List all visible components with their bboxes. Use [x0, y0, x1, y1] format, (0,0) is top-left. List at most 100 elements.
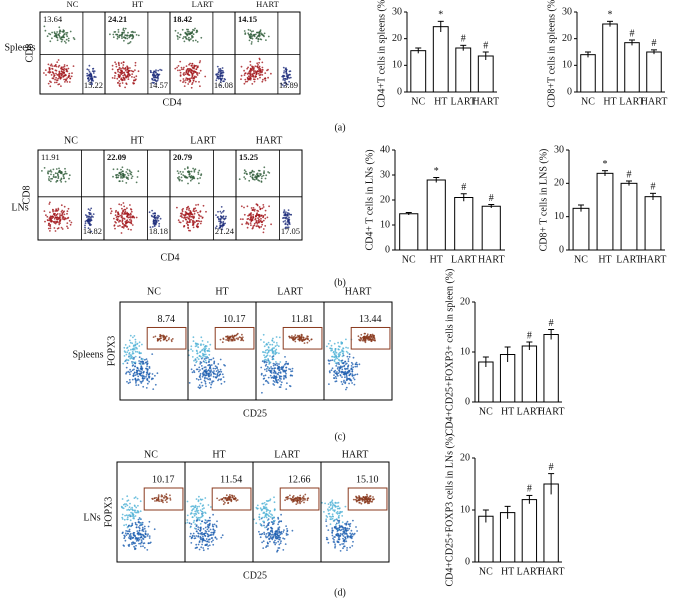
cell-dot — [278, 352, 280, 354]
quadrant-value: 21.24 — [215, 226, 235, 236]
cell-dot — [266, 70, 268, 72]
cell-dot — [284, 356, 286, 358]
cell-dot — [373, 498, 375, 500]
cell-dot — [340, 375, 342, 377]
cell-dot — [222, 341, 224, 343]
cell-dot — [192, 350, 194, 352]
cell-dot — [190, 345, 192, 347]
cell-dot — [126, 65, 128, 67]
cell-dot — [179, 221, 181, 223]
cell-dot — [128, 214, 130, 216]
cell-dot — [133, 375, 135, 377]
cell-dot — [117, 168, 119, 170]
cell-dot — [61, 77, 63, 79]
cell-dot — [135, 341, 137, 343]
cell-dot — [193, 360, 195, 362]
cell-dot — [335, 372, 337, 374]
cell-dot — [330, 518, 332, 520]
cell-dot — [133, 369, 135, 371]
cell-dot — [113, 218, 115, 220]
cell-dot — [261, 176, 263, 178]
cell-dot — [190, 32, 192, 34]
cell-dot — [127, 527, 129, 529]
significance-mark: # — [549, 462, 554, 473]
cell-dot — [351, 365, 353, 367]
cell-dot — [280, 376, 282, 378]
cell-dot — [219, 211, 221, 213]
cell-dot — [126, 221, 128, 223]
cell-dot — [212, 514, 214, 516]
cell-dot — [134, 335, 136, 337]
cell-dot — [213, 357, 215, 359]
cell-dot — [190, 71, 192, 73]
cell-dot — [188, 37, 190, 39]
cell-dot — [146, 365, 148, 367]
cell-dot — [135, 65, 137, 67]
cell-dot — [132, 541, 134, 543]
quadrant-value: 13.64 — [43, 14, 63, 24]
cell-dot — [276, 344, 278, 346]
cell-dot — [201, 544, 203, 546]
cell-dot — [132, 379, 134, 381]
cell-dot — [289, 222, 291, 224]
cell-dot — [172, 338, 174, 340]
cell-dot — [54, 82, 56, 84]
cell-dot — [117, 71, 119, 73]
cell-dot — [65, 42, 67, 44]
cell-dot — [207, 533, 209, 535]
cell-dot — [55, 223, 57, 225]
cell-dot — [252, 174, 254, 176]
cell-dot — [257, 505, 259, 507]
cell-dot — [90, 217, 92, 219]
cell-dot — [142, 527, 144, 529]
cell-dot — [191, 87, 193, 89]
cell-dot — [62, 228, 64, 230]
cell-dot — [183, 78, 185, 80]
cell-dot — [49, 34, 51, 36]
cell-dot — [200, 523, 202, 525]
cell-dot — [176, 67, 178, 69]
cell-dot — [268, 205, 270, 207]
cell-dot — [336, 534, 338, 536]
cell-dot — [125, 540, 127, 542]
cell-dot — [227, 502, 229, 504]
cell-dot — [339, 352, 341, 354]
x-tick-label: NC — [574, 254, 588, 265]
cell-dot — [114, 61, 116, 63]
cell-dot — [223, 376, 225, 378]
cell-dot — [259, 58, 261, 60]
y-tick-label: 10 — [460, 504, 470, 515]
cell-dot — [286, 528, 288, 530]
cell-dot — [302, 499, 304, 501]
cell-dot — [191, 35, 193, 37]
cell-dot — [210, 532, 212, 534]
cell-dot — [64, 41, 66, 43]
cell-dot — [285, 543, 287, 545]
cell-dot — [328, 503, 330, 505]
cell-dot — [265, 78, 267, 80]
cell-dot — [359, 497, 361, 499]
cell-dot — [256, 214, 258, 216]
cell-dot — [245, 81, 247, 83]
cell-dot — [134, 505, 136, 507]
group-label: HT — [212, 449, 225, 460]
cell-dot — [356, 362, 358, 364]
y-tick-label: 0 — [385, 244, 390, 255]
cell-dot — [197, 343, 199, 345]
cell-dot — [341, 543, 343, 545]
cell-dot — [220, 218, 222, 220]
cell-dot — [184, 175, 186, 177]
cell-dot — [252, 177, 254, 179]
cell-dot — [166, 497, 168, 499]
cell-dot — [118, 80, 120, 82]
cell-dot — [253, 69, 255, 71]
cell-dot — [250, 222, 252, 224]
cell-dot — [155, 69, 157, 71]
cell-dot — [202, 353, 204, 355]
cell-dot — [333, 356, 335, 358]
cell-dot — [269, 533, 271, 535]
cell-dot — [269, 510, 271, 512]
cell-dot — [191, 216, 193, 218]
cell-dot — [267, 77, 269, 79]
x-tick-label: HART — [478, 254, 505, 265]
